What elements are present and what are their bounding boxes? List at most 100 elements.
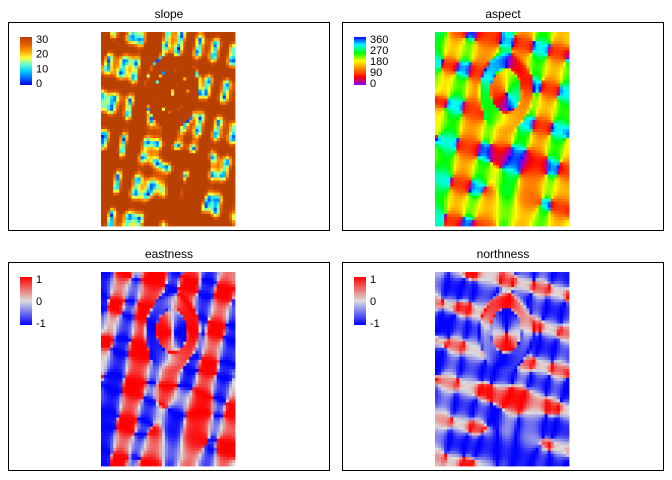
heatmap-cell	[177, 180, 181, 184]
heatmap-cell	[149, 50, 154, 54]
heatmap-cell	[101, 129, 105, 133]
heatmap-cell	[562, 71, 567, 75]
heatmap-cell	[489, 132, 494, 136]
heatmap-cell	[495, 65, 500, 69]
heatmap-cell	[480, 56, 485, 60]
heatmap-cells	[435, 32, 570, 227]
heatmap-cell	[483, 71, 488, 75]
heatmap-cell	[505, 95, 509, 100]
heatmap-cell	[547, 92, 552, 97]
heatmap-cell	[107, 47, 111, 51]
heatmap-cell	[143, 77, 148, 81]
heatmap-cell	[468, 104, 472, 109]
heatmap-cell	[535, 71, 539, 75]
heatmap-cell	[174, 98, 178, 103]
heatmap-cell	[477, 119, 482, 124]
heatmap-cell	[186, 38, 190, 42]
heatmap-cell	[195, 210, 199, 215]
heatmap-cell	[183, 53, 187, 57]
heatmap-cell	[453, 147, 457, 151]
heatmap-cell	[137, 50, 141, 54]
heatmap-cell	[465, 50, 469, 54]
heatmap-cell	[565, 138, 570, 142]
heatmap-cell	[152, 56, 157, 60]
heatmap-cell	[514, 138, 518, 142]
heatmap-cell	[453, 80, 457, 84]
heatmap-cell	[171, 50, 175, 54]
heatmap-cell	[171, 77, 175, 81]
heatmap-cell	[550, 95, 555, 100]
heatmap-cell	[104, 210, 108, 215]
heatmap-cell	[502, 122, 506, 127]
heatmap-cell	[168, 204, 172, 209]
heatmap-cell	[119, 56, 123, 60]
heatmap-cell	[459, 71, 463, 75]
heatmap-cell	[125, 59, 129, 63]
heatmap-cell	[450, 107, 454, 112]
heatmap-cell	[447, 174, 451, 178]
heatmap-cell	[207, 113, 212, 118]
heatmap-cell	[180, 165, 184, 169]
heatmap-cell	[122, 174, 126, 178]
heatmap-cell	[180, 183, 184, 187]
heatmap-cell	[207, 110, 212, 115]
heatmap-cell	[107, 198, 111, 203]
heatmap-cell	[177, 47, 181, 51]
heatmap-cell	[161, 207, 166, 212]
heatmap-cell	[131, 35, 135, 39]
heatmap-cell	[216, 68, 221, 72]
heatmap-cell	[441, 174, 445, 178]
heatmap-cell	[104, 162, 108, 166]
heatmap-cell	[468, 138, 472, 142]
heatmap-cell	[465, 162, 469, 166]
heatmap-cell	[119, 198, 123, 203]
heatmap-cell	[480, 53, 485, 57]
heatmap-cell	[186, 171, 190, 175]
heatmap-cell	[511, 144, 515, 148]
heatmap-cell	[529, 71, 533, 75]
heatmap-cell	[565, 116, 570, 121]
heatmap-cell	[116, 122, 120, 127]
heatmap-cell	[556, 147, 561, 151]
heatmap-cell	[486, 65, 491, 69]
heatmap-cell	[110, 216, 114, 221]
heatmap-cell	[207, 38, 212, 42]
heatmap-cell	[101, 138, 105, 142]
heatmap-cell	[192, 95, 196, 100]
heatmap-cell	[131, 213, 135, 218]
heatmap-cell	[198, 125, 202, 130]
heatmap-cell	[204, 177, 208, 181]
heatmap-cell	[146, 174, 151, 178]
heatmap-cell	[550, 147, 555, 151]
heatmap-cell	[116, 198, 120, 203]
heatmap-cell	[480, 141, 485, 145]
heatmap-cell	[140, 119, 145, 124]
heatmap-cell	[198, 213, 202, 218]
heatmap-cell	[553, 141, 558, 145]
heatmap-cell	[128, 38, 132, 42]
heatmap-cell	[128, 68, 132, 72]
heatmap-cell	[101, 213, 105, 218]
heatmap-cell	[128, 192, 132, 197]
heatmap-cell	[201, 129, 205, 133]
heatmap-cell	[517, 153, 521, 157]
heatmap-cell	[161, 62, 166, 66]
heatmap-cell	[438, 122, 442, 127]
heatmap-cell	[222, 41, 227, 45]
heatmap-cell	[174, 104, 178, 109]
heatmap-cell	[517, 95, 521, 100]
heatmap-cell	[213, 183, 218, 187]
heatmap-cell	[122, 129, 126, 133]
heatmap-cell	[517, 38, 521, 42]
heatmap-cell	[201, 210, 205, 215]
heatmap-cell	[535, 138, 539, 142]
heatmap-cell	[116, 44, 120, 48]
heatmap-cell	[155, 168, 160, 172]
heatmap-cell	[447, 95, 451, 100]
heatmap-cell	[195, 41, 199, 45]
heatmap-cell	[210, 129, 215, 133]
heatmap-cell	[161, 65, 166, 69]
heatmap-cell	[180, 83, 184, 87]
heatmap-cell	[435, 122, 439, 127]
heatmap-cell	[128, 171, 132, 175]
